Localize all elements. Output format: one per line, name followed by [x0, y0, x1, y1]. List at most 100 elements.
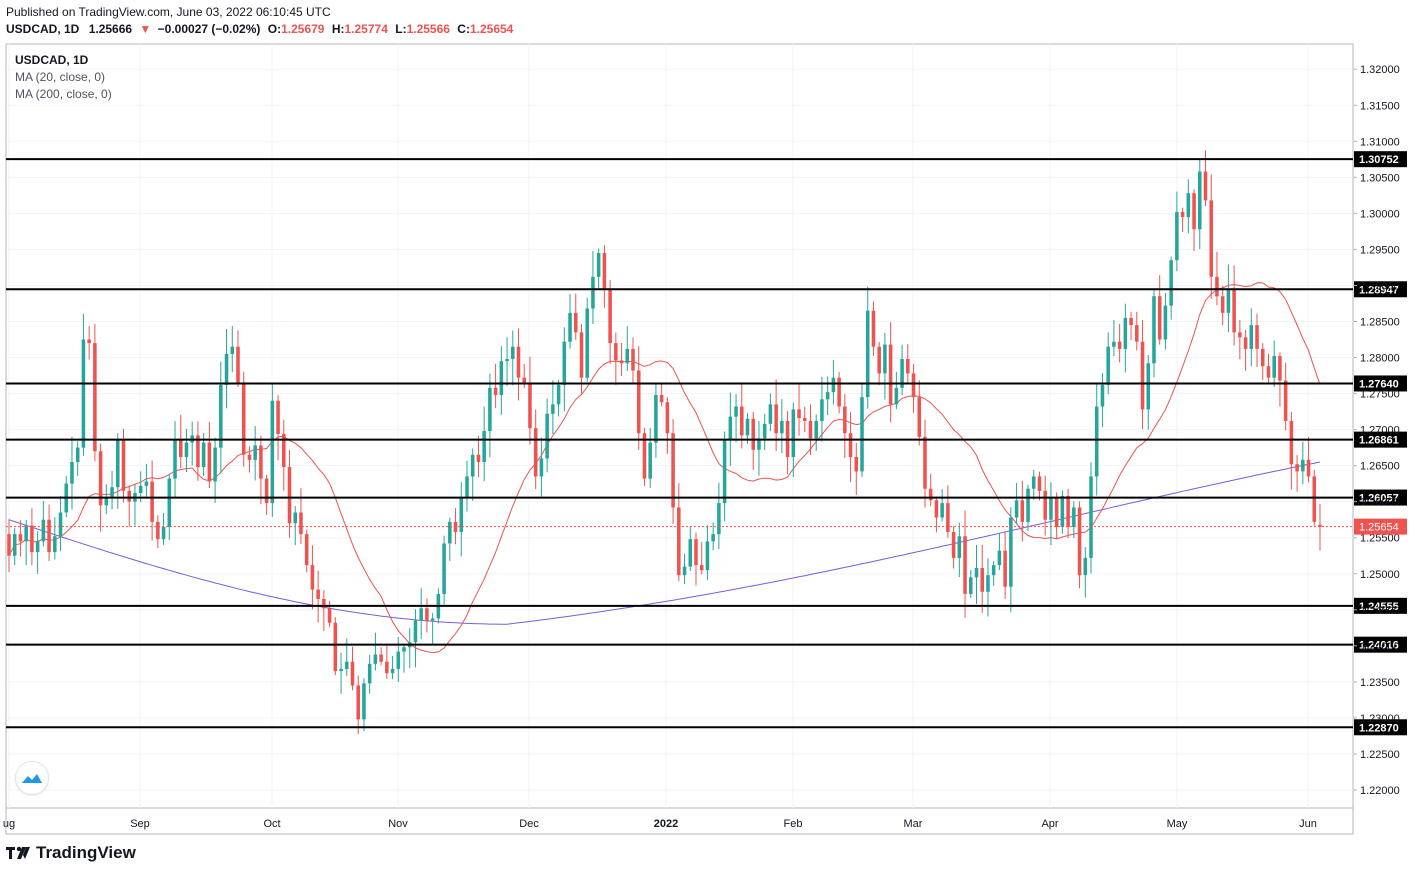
- candle-up: [894, 387, 899, 405]
- brand-name: TradingView: [36, 843, 136, 862]
- level-label: 1.24016: [1359, 640, 1399, 652]
- candle-up: [757, 438, 761, 450]
- candle-up: [373, 654, 378, 664]
- candle-down: [1283, 380, 1288, 421]
- candle-up: [986, 575, 990, 592]
- candle-down: [327, 608, 332, 623]
- candle-up: [1009, 517, 1013, 587]
- legend-symbol[interactable]: USDCAD, 1D: [15, 53, 89, 67]
- close-label: C:: [457, 22, 470, 36]
- candle-down: [207, 442, 212, 482]
- candle-up: [883, 344, 887, 374]
- candle-up: [465, 476, 469, 499]
- candle-up: [1152, 296, 1156, 364]
- candle-up: [35, 541, 40, 553]
- candle-down: [906, 358, 910, 374]
- price-axis-ticks[interactable]: 1.32000 1.31500 1.31000 1.30500 1.30000 1.295…: [1353, 64, 1400, 797]
- candle-up: [682, 566, 687, 576]
- candle-up: [1146, 363, 1151, 410]
- candle-up: [144, 481, 149, 486]
- candle-up: [688, 539, 693, 567]
- candle-up: [419, 608, 423, 621]
- horizontal-levels[interactable]: 1.30752 1.28947 1.27640 1.26861 1.26057 1.245…: [6, 151, 1407, 736]
- candle-up: [115, 440, 120, 488]
- time-tick-label: Jun: [1299, 818, 1317, 830]
- tradingview-logo[interactable]: TradingView: [6, 843, 136, 863]
- candle-up: [367, 663, 372, 684]
- candle-up: [1226, 289, 1231, 313]
- price-tick-label: 1.29000: [1360, 280, 1400, 292]
- candle-down: [911, 373, 916, 398]
- candle-down: [1066, 495, 1070, 527]
- time-tick-label: 2022: [654, 818, 678, 830]
- candle-up: [539, 458, 544, 477]
- candle-up: [213, 447, 217, 482]
- level-label: 1.30752: [1359, 154, 1399, 166]
- candle-down: [1266, 366, 1271, 378]
- candle-up: [1175, 211, 1179, 261]
- candle-down: [608, 289, 612, 344]
- candle-up: [957, 536, 962, 558]
- price-tick-label: 1.28000: [1360, 353, 1400, 365]
- candle-down: [1020, 500, 1025, 522]
- candle-up: [253, 445, 257, 460]
- candle-down: [946, 503, 950, 532]
- candle-down: [47, 519, 51, 553]
- candle-up: [1014, 500, 1019, 518]
- candle-up: [780, 420, 784, 434]
- time-tick-label: Nov: [388, 818, 408, 830]
- candle-down: [1037, 476, 1042, 491]
- legend-ma200[interactable]: MA (200, close, 0): [15, 87, 112, 101]
- price-tick-label: 1.27500: [1360, 389, 1400, 401]
- candle-down: [877, 346, 881, 374]
- candle-down: [1003, 550, 1007, 587]
- candle-down: [928, 488, 933, 501]
- candle-up: [722, 440, 727, 504]
- open-label: O:: [267, 22, 282, 36]
- candle-up: [711, 534, 715, 542]
- candle-up: [1169, 260, 1173, 306]
- candle-down: [1180, 211, 1185, 217]
- tradingview-badge-icon[interactable]: [16, 762, 48, 794]
- candle-up: [825, 392, 830, 400]
- candle-up: [591, 276, 595, 309]
- time-tick-label: Oct: [263, 818, 280, 830]
- candle-down: [740, 406, 744, 436]
- level-label-box: [1354, 489, 1407, 506]
- quote-change: −0.00027 (−0.02%): [157, 22, 261, 36]
- time-axis-ticks[interactable]: ug Sep Oct Nov Dec 2022 Feb Mar Apr May Jun: [3, 818, 1317, 830]
- current-price-marker: 1.25654: [6, 518, 1407, 535]
- candle-down: [1054, 498, 1059, 527]
- time-tick-label: May: [1167, 818, 1188, 830]
- candle-down: [802, 418, 807, 421]
- candle-down: [528, 382, 532, 429]
- candle-up: [482, 431, 486, 463]
- candle-down: [1318, 524, 1322, 527]
- candle-up: [339, 668, 343, 672]
- candle-up: [430, 618, 435, 621]
- candle-down: [287, 467, 292, 524]
- candle-down: [837, 377, 841, 407]
- candle-down: [1238, 332, 1242, 338]
- candle-up: [402, 647, 406, 652]
- candle-up: [1198, 171, 1202, 230]
- candle-down: [7, 534, 11, 556]
- candle-up: [596, 253, 601, 277]
- candle-down: [808, 420, 813, 439]
- candle-down: [1220, 296, 1225, 313]
- level-label-box: [1354, 597, 1407, 614]
- candle-up: [1026, 488, 1030, 522]
- candle-down: [1232, 289, 1236, 333]
- ma20-line-group: [8, 282, 1321, 654]
- candle-down: [1129, 317, 1133, 326]
- candle-up: [230, 346, 235, 354]
- candle-down: [631, 348, 635, 371]
- legend-ma20[interactable]: MA (20, close, 0): [15, 70, 106, 84]
- level-label: 1.27640: [1359, 378, 1399, 390]
- level-label-box: [1354, 719, 1407, 736]
- candle-down: [848, 433, 853, 457]
- candle-up: [1031, 476, 1036, 489]
- candle-down: [843, 406, 847, 434]
- candle-up: [81, 339, 86, 448]
